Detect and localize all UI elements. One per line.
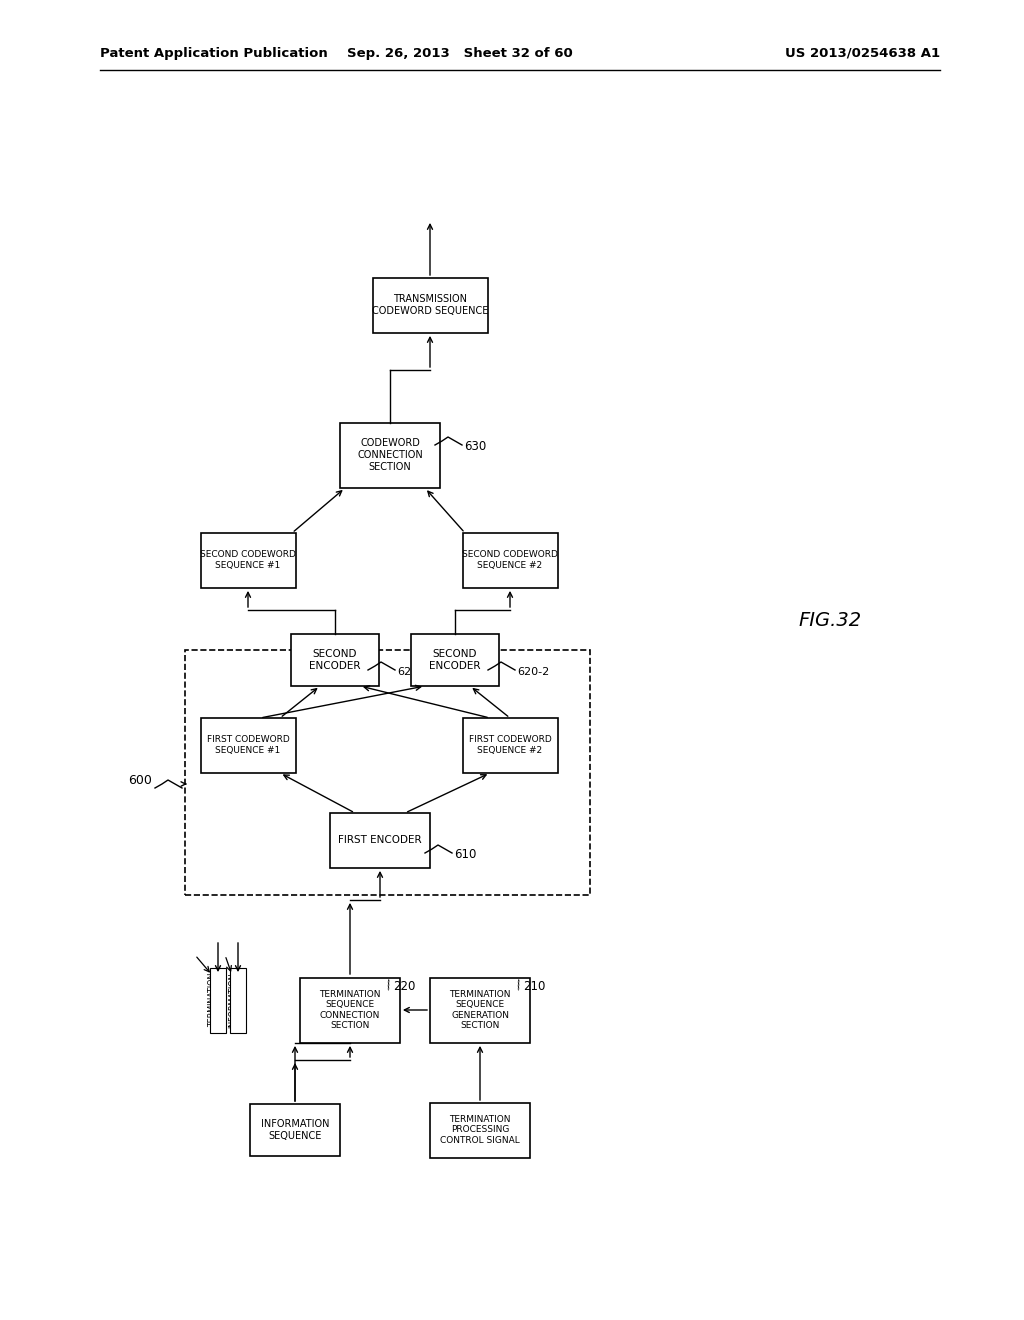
Text: FIRST ENCODER: FIRST ENCODER [338, 836, 422, 845]
Text: 220: 220 [393, 979, 416, 993]
Bar [300, 978, 400, 1043]
Text: /: / [385, 978, 392, 991]
Text: 620-1: 620-1 [397, 667, 429, 677]
Text: Sep. 26, 2013   Sheet 32 of 60: Sep. 26, 2013 Sheet 32 of 60 [347, 46, 572, 59]
Text: 600: 600 [128, 774, 152, 787]
Text: SECOND CODEWORD
SEQUENCE #1: SECOND CODEWORD SEQUENCE #1 [200, 550, 296, 570]
Bar [430, 978, 530, 1043]
Bar [201, 532, 296, 587]
Text: TERMINATION
PROCESSING
CONTROL SIGNAL: TERMINATION PROCESSING CONTROL SIGNAL [440, 1115, 520, 1144]
Bar [250, 1104, 340, 1156]
Bar [230, 968, 246, 1032]
Bar [210, 968, 226, 1032]
Text: 210: 210 [523, 979, 546, 993]
Text: TERMINATION
SEQUENCE: TERMINATION SEQUENCE [208, 973, 227, 1027]
Text: SECOND
ENCODER: SECOND ENCODER [429, 649, 480, 671]
Bar [340, 422, 440, 487]
Text: INFORMATION
SEQUENCE: INFORMATION SEQUENCE [261, 1119, 330, 1140]
Text: 630: 630 [464, 441, 486, 454]
Text: TRANSMISSION
CODEWORD SEQUENCE: TRANSMISSION CODEWORD SEQUENCE [372, 294, 488, 315]
Text: INFORMATION
SEQUENCE: INFORMATION SEQUENCE [228, 973, 248, 1028]
Text: 610: 610 [454, 849, 476, 862]
Text: FIRST CODEWORD
SEQUENCE #1: FIRST CODEWORD SEQUENCE #1 [207, 735, 290, 755]
Bar [411, 634, 499, 686]
Bar [430, 1102, 530, 1158]
Text: CODEWORD
CONNECTION
SECTION: CODEWORD CONNECTION SECTION [357, 438, 423, 471]
Bar [291, 634, 379, 686]
Bar [463, 718, 557, 772]
Text: /: / [515, 978, 522, 991]
Text: 620-2: 620-2 [517, 667, 549, 677]
Text: SECOND
ENCODER: SECOND ENCODER [309, 649, 360, 671]
Text: US 2013/0254638 A1: US 2013/0254638 A1 [784, 46, 940, 59]
Bar [463, 532, 557, 587]
Text: FIG.32: FIG.32 [799, 610, 861, 630]
Bar [330, 813, 430, 867]
Bar [201, 718, 296, 772]
Text: FIRST CODEWORD
SEQUENCE #2: FIRST CODEWORD SEQUENCE #2 [469, 735, 551, 755]
Text: TERMINATION
SEQUENCE
CONNECTION
SECTION: TERMINATION SEQUENCE CONNECTION SECTION [319, 990, 381, 1030]
Bar [373, 277, 487, 333]
Text: SECOND CODEWORD
SEQUENCE #2: SECOND CODEWORD SEQUENCE #2 [462, 550, 558, 570]
Bar [185, 649, 590, 895]
Text: Patent Application Publication: Patent Application Publication [100, 46, 328, 59]
Text: TERMINATION
SEQUENCE
GENERATION
SECTION: TERMINATION SEQUENCE GENERATION SECTION [450, 990, 511, 1030]
